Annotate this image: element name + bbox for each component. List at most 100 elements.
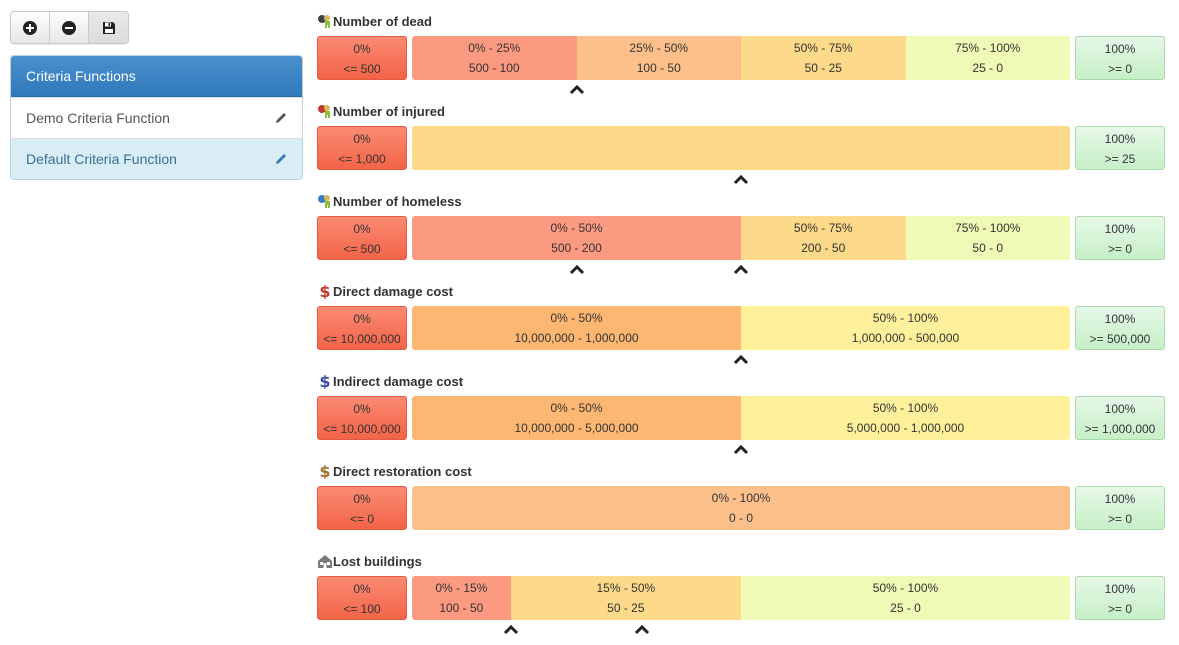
chevron-up-icon[interactable] (733, 353, 749, 365)
plus-circle-icon (23, 20, 37, 35)
upper-bound-box[interactable]: 100% >= 1,000,000 (1075, 396, 1165, 440)
list-item-demo-criteria-function[interactable]: Demo Criteria Function (11, 97, 302, 138)
chevron-up-icon[interactable] (569, 83, 585, 95)
dollar-red-icon: $ (319, 283, 330, 299)
segment-pct: 0% - 15% (435, 581, 488, 595)
chevron-up-icon[interactable] (733, 263, 749, 275)
lower-bound-box[interactable]: 0% <= 500 (317, 216, 407, 260)
criterion-number-of-injured: Number of injured 0% <= 1,000 100% >= 25 (317, 101, 1165, 191)
range-segment[interactable]: 50% - 100% 5,000,000 - 1,000,000 (741, 396, 1070, 440)
segment-pct: 0% - 50% (550, 311, 603, 325)
range-segment[interactable]: 0% - 50% 500 - 200 (412, 216, 741, 260)
range-segment[interactable]: 75% - 100% 50 - 0 (905, 216, 1070, 260)
segment-pct: 0% - 50% (550, 221, 603, 235)
segment-range: 50 - 0 (972, 241, 1004, 255)
criterion-title: $ Direct damage cost (317, 281, 453, 301)
upper-bound-box[interactable]: 100% >= 500,000 (1075, 306, 1165, 350)
segment-range: 0 - 0 (728, 511, 753, 525)
upper-bound-box[interactable]: 100% >= 25 (1075, 126, 1165, 170)
upper-bound-pct: 100% (1104, 582, 1136, 596)
segment-range: 50 - 25 (607, 601, 645, 615)
segment-range: 500 - 200 (551, 241, 602, 255)
range-segment[interactable] (412, 126, 1070, 170)
criterion-title: $ Direct restoration cost (317, 461, 471, 481)
segment-range: 10,000,000 - 5,000,000 (514, 421, 639, 435)
upper-bound-box[interactable]: 100% >= 0 (1075, 576, 1165, 620)
segment-range: 100 - 50 (439, 601, 484, 615)
criterion-title: Number of injured (317, 101, 445, 121)
segment-pct: 50% - 75% (793, 221, 853, 235)
lower-bound-pct: 0% (353, 312, 371, 326)
upper-bound-box[interactable]: 100% >= 0 (1075, 216, 1165, 260)
upper-bound-range: >= 1,000,000 (1084, 422, 1156, 436)
range-segment[interactable]: 50% - 100% 25 - 0 (740, 576, 1070, 620)
pencil-icon[interactable] (274, 111, 288, 125)
lower-bound-range: <= 500 (343, 242, 381, 256)
range-segment[interactable]: 25% - 50% 100 - 50 (576, 36, 741, 80)
chevron-up-icon[interactable] (733, 173, 749, 185)
segment-pct: 75% - 100% (955, 41, 1021, 55)
range-segment[interactable]: 50% - 75% 200 - 50 (741, 216, 906, 260)
range-segment[interactable]: 50% - 100% 1,000,000 - 500,000 (741, 306, 1070, 350)
segment-range: 25 - 0 (890, 601, 921, 615)
segment-range: 200 - 50 (801, 241, 846, 255)
floppy-disk-icon (102, 21, 115, 34)
range-segment[interactable]: 75% - 100% 25 - 0 (905, 36, 1070, 80)
segment-range: 1,000,000 - 500,000 (851, 331, 960, 345)
upper-bound-range: >= 25 (1104, 152, 1136, 166)
upper-bound-pct: 100% (1104, 42, 1136, 56)
lower-bound-box[interactable]: 0% <= 500 (317, 36, 407, 80)
lower-bound-box[interactable]: 0% <= 100 (317, 576, 407, 620)
lower-bound-pct: 0% (353, 402, 371, 416)
criterion-indirect-damage-cost: $ Indirect damage cost 0% <= 10,000,000 0% -… (317, 371, 1165, 461)
segment-pct: 0% - 100% (711, 491, 771, 505)
range-segment[interactable]: 0% - 15% 100 - 50 (412, 576, 511, 620)
range-segment[interactable]: 0% - 100% 0 - 0 (412, 486, 1070, 530)
criterion-number-of-homeless: Number of homeless 0% <= 500 0% - 50% 500 - … (317, 191, 1165, 281)
add-button[interactable] (11, 12, 50, 43)
dead-person-icon (318, 15, 330, 28)
upper-bound-box[interactable]: 100% >= 0 (1075, 36, 1165, 80)
remove-button[interactable] (50, 12, 89, 43)
range-segment[interactable]: 0% - 50% 10,000,000 - 1,000,000 (412, 306, 741, 350)
segment-pct: 75% - 100% (955, 221, 1021, 235)
upper-bound-box[interactable]: 100% >= 0 (1075, 486, 1165, 530)
pencil-icon[interactable] (274, 152, 288, 166)
upper-bound-range: >= 0 (1107, 62, 1133, 76)
segment-pct: 0% - 50% (550, 401, 603, 415)
criterion-title: $ Indirect damage cost (317, 371, 463, 391)
range-segment[interactable]: 0% - 25% 500 - 100 (412, 36, 577, 80)
injured-person-icon (318, 105, 330, 118)
lower-bound-box[interactable]: 0% <= 10,000,000 (317, 396, 407, 440)
list-item-default-criteria-function[interactable]: Default Criteria Function (11, 138, 302, 179)
save-button[interactable] (89, 12, 128, 43)
svg-text:$: $ (319, 463, 330, 479)
dollar-blue-icon: $ (319, 373, 330, 389)
segment-pct: 50% - 100% (872, 311, 939, 325)
panel-title: Criteria Functions (11, 56, 302, 97)
range-segment[interactable]: 50% - 75% 50 - 25 (741, 36, 906, 80)
svg-text:$: $ (319, 283, 330, 299)
chevron-up-icon[interactable] (634, 623, 650, 635)
range-segment[interactable]: 15% - 50% 50 - 25 (510, 576, 741, 620)
lower-bound-box[interactable]: 0% <= 1,000 (317, 126, 407, 170)
upper-bound-range: >= 500,000 (1089, 332, 1151, 346)
minus-circle-icon (62, 20, 76, 35)
range-segment[interactable]: 0% - 50% 10,000,000 - 5,000,000 (412, 396, 741, 440)
chevron-up-icon[interactable] (569, 263, 585, 275)
lower-bound-box[interactable]: 0% <= 0 (317, 486, 407, 530)
chevron-up-icon[interactable] (733, 443, 749, 455)
criterion-title: Number of dead (317, 11, 432, 31)
lower-bound-pct: 0% (353, 132, 371, 146)
range-bar (412, 126, 1070, 170)
chevron-up-icon[interactable] (503, 623, 519, 635)
segment-range: 100 - 50 (636, 61, 681, 75)
lower-bound-range: <= 100 (343, 602, 381, 616)
homeless-person-icon (318, 195, 330, 208)
lower-bound-box[interactable]: 0% <= 10,000,000 (317, 306, 407, 350)
criterion-title-label: Lost buildings (333, 553, 422, 569)
segment-pct: 50% - 100% (872, 581, 939, 595)
segment-pct: 0% - 25% (468, 41, 521, 55)
criterion-lost-buildings: Lost buildings 0% <= 100 0% - 15% 100 - 50 15… (317, 551, 1165, 641)
list-item-label: Demo Criteria Function (26, 110, 170, 126)
